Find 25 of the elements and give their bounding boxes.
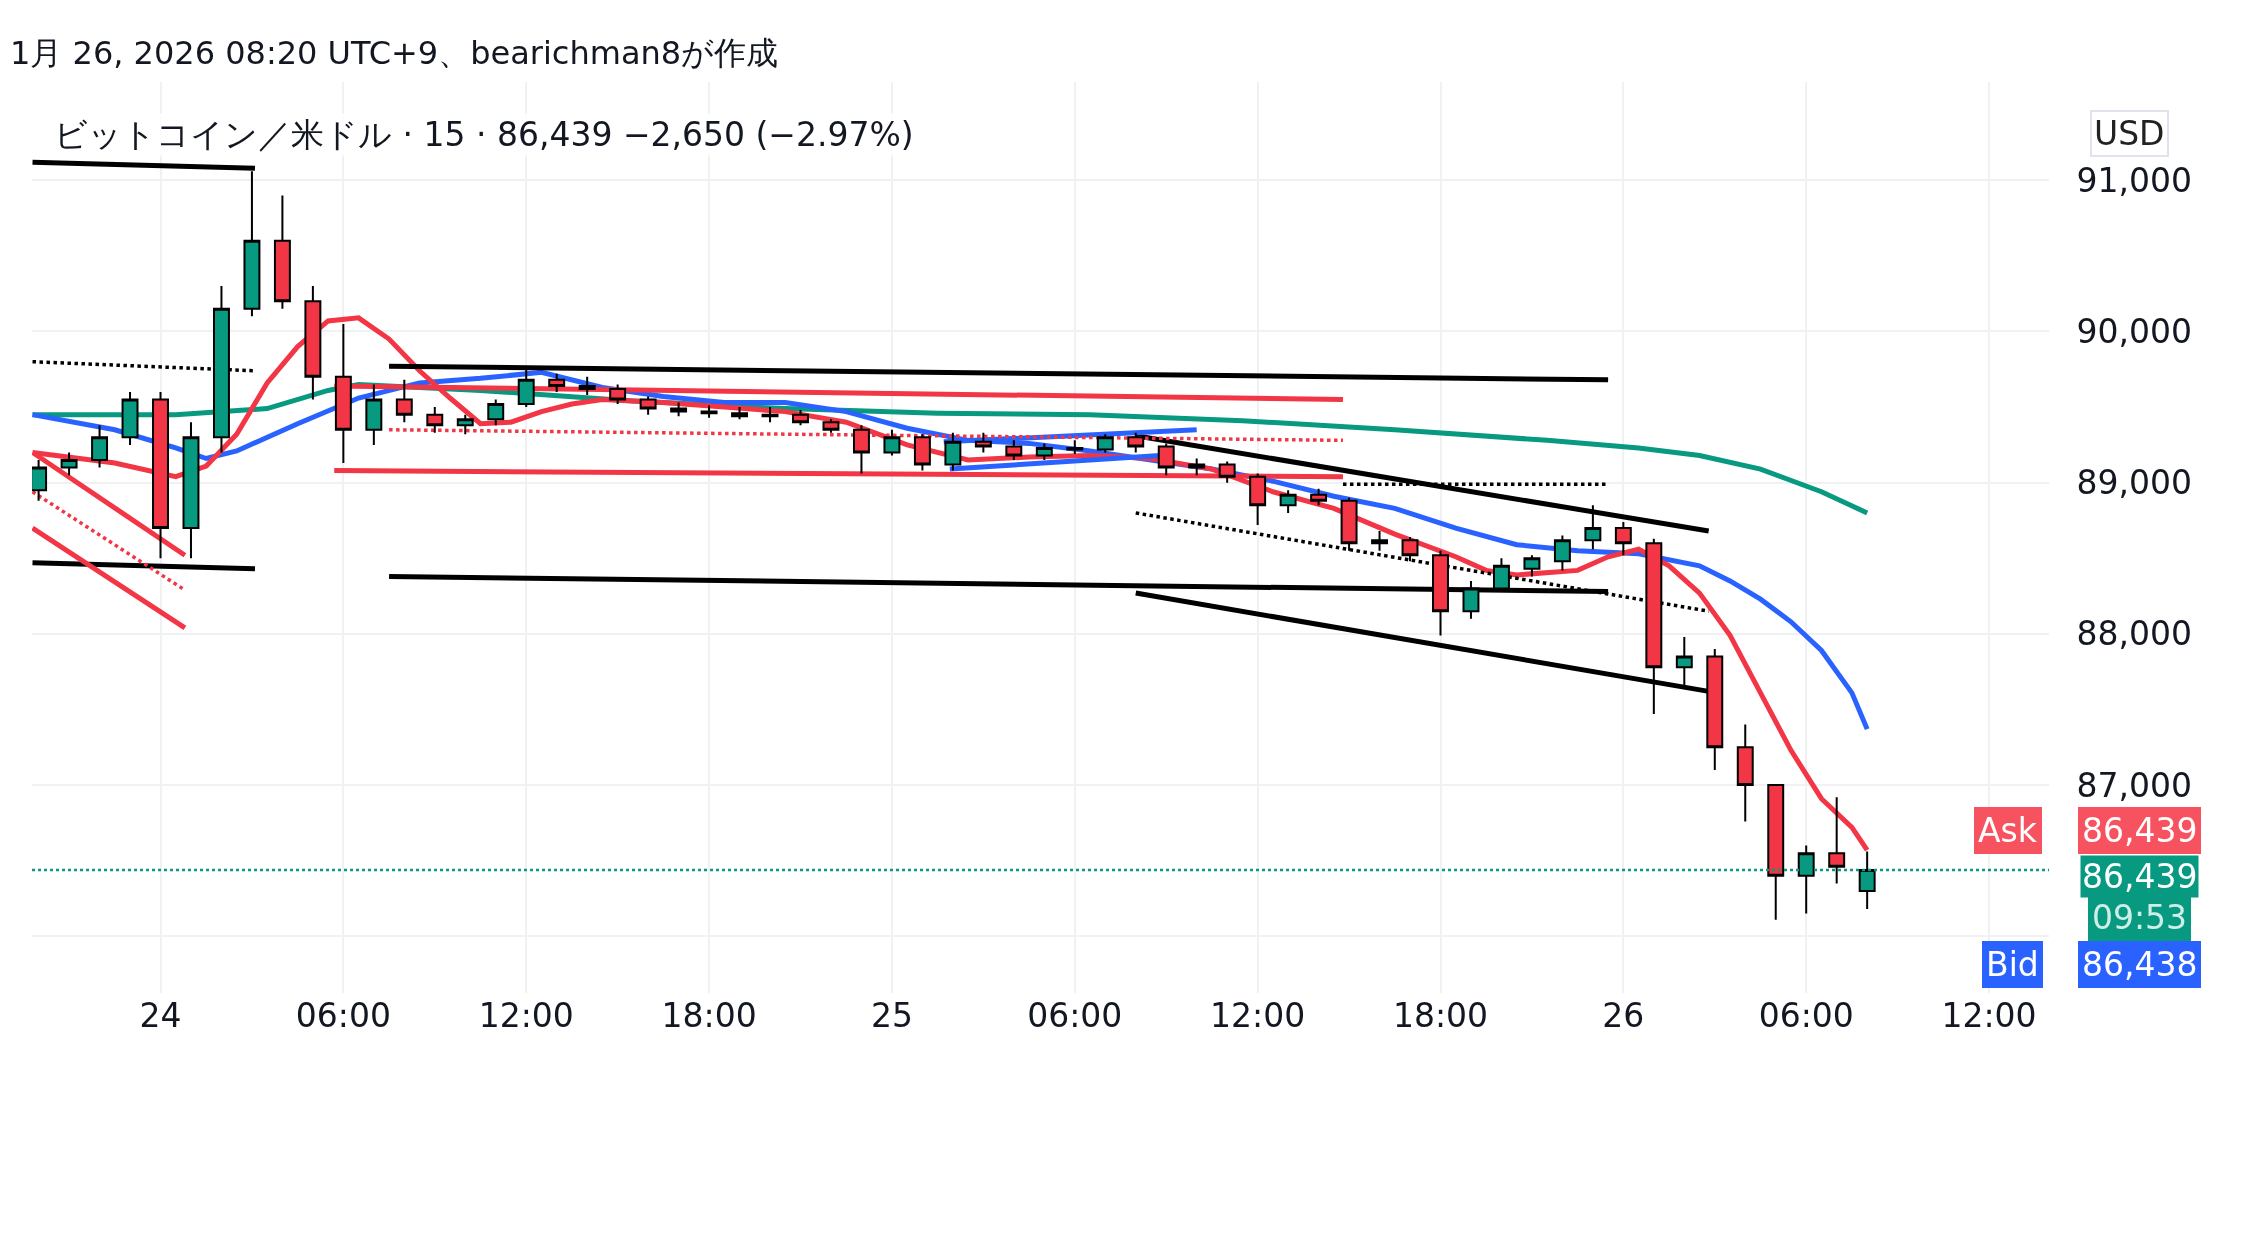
text: 86,439 — [2082, 811, 2198, 850]
x-tick-label: 25 — [870, 996, 913, 1035]
text: ビットコイン／米ドル · 15 · 86,439 −2,650 (−2.97%) — [54, 115, 914, 154]
x-tick-label: 18:00 — [1392, 996, 1489, 1035]
y-tick-label: 91,000 — [2076, 160, 2193, 200]
x-tick-label: 06:00 — [295, 996, 391, 1035]
y-tick-label: 90,000 — [2076, 312, 2193, 352]
chart-title: 1月 26, 2026 08:20 UTC+9、bearichman8が作成 — [10, 34, 779, 73]
annotation: Ask — [1978, 811, 2038, 850]
x-tick-label: 06:00 — [1758, 996, 1854, 1035]
x-tick-label: 12:00 — [1210, 996, 1306, 1035]
text: 09:53 — [2092, 898, 2188, 937]
text: 86,438 — [2082, 945, 2198, 984]
x-tick-label: 12:00 — [1941, 996, 2037, 1035]
y-tick-label: 89,000 — [2076, 463, 2193, 503]
x-tick-label: 24 — [139, 996, 182, 1035]
x-tick-label: 18:00 — [661, 996, 757, 1035]
ref-line-label: 86,439 — [2082, 857, 2198, 896]
x-tick-label: 26 — [1602, 996, 1645, 1035]
x-tick-label: 12:00 — [478, 996, 574, 1035]
y-tick-label: 87,000 — [2076, 765, 2193, 805]
y-tick-label: 88,000 — [2076, 614, 2193, 654]
text: USD — [2094, 114, 2165, 153]
x-tick-label: 06:00 — [1027, 996, 1123, 1035]
annotation: Bid — [1986, 945, 2039, 984]
